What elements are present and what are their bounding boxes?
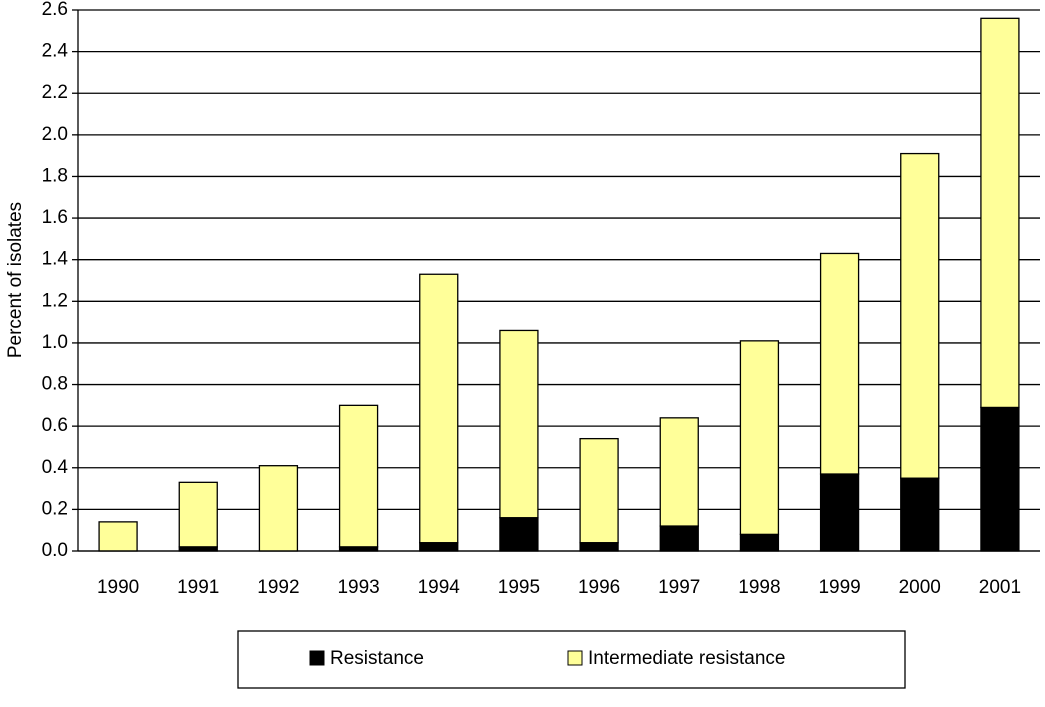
bar-segment bbox=[819, 252, 860, 475]
bar-segment bbox=[419, 542, 459, 552]
bar-segment bbox=[579, 542, 619, 552]
y-tick-label: 0.8 bbox=[42, 374, 68, 395]
bar-segment bbox=[98, 521, 138, 552]
legend-swatch bbox=[567, 650, 583, 666]
bar-segment bbox=[499, 517, 539, 552]
y-tick-label: 0.2 bbox=[42, 498, 68, 519]
x-tick-label: 1991 bbox=[177, 577, 219, 598]
bar-segment bbox=[499, 329, 539, 519]
x-tick-label: 2000 bbox=[899, 577, 941, 598]
bar-segment bbox=[980, 17, 1020, 409]
x-tick-label: 1994 bbox=[418, 577, 461, 598]
legend-swatch bbox=[309, 650, 325, 666]
y-tick-label: 1.2 bbox=[42, 290, 68, 311]
x-tick-label: 1990 bbox=[97, 577, 139, 598]
x-tick-label: 1995 bbox=[498, 577, 540, 598]
bar-segment bbox=[659, 417, 699, 527]
y-tick-label: 0.0 bbox=[42, 540, 68, 561]
x-tick-label: 1999 bbox=[818, 577, 860, 598]
x-tick-label: 1996 bbox=[578, 577, 620, 598]
bar-segment bbox=[739, 533, 780, 552]
x-tick-label: 1998 bbox=[738, 577, 780, 598]
bar-segment bbox=[980, 406, 1020, 552]
bar-segment bbox=[819, 473, 860, 552]
bar-segment bbox=[659, 525, 699, 552]
bar-segment bbox=[419, 273, 459, 544]
bar-segment bbox=[338, 404, 379, 548]
y-tick-label: 2.2 bbox=[42, 82, 68, 103]
y-tick-label: 2.4 bbox=[42, 41, 69, 62]
y-tick-label: 1.8 bbox=[42, 165, 68, 186]
x-tick-label: 1992 bbox=[257, 577, 299, 598]
x-tick-label: 1997 bbox=[658, 577, 700, 598]
bar-segment bbox=[739, 340, 780, 536]
y-axis-label: Percent of isolates bbox=[5, 202, 26, 358]
y-tick-label: 1.0 bbox=[42, 332, 68, 353]
x-tick-label: 1993 bbox=[337, 577, 379, 598]
legend-label: Intermediate resistance bbox=[588, 648, 786, 669]
y-tick-label: 0.4 bbox=[42, 457, 69, 478]
legend-label: Resistance bbox=[330, 648, 424, 669]
bar-segment bbox=[579, 437, 619, 544]
bar-segment bbox=[258, 465, 299, 552]
bar-segment bbox=[900, 477, 940, 552]
y-tick-label: 1.4 bbox=[42, 249, 69, 270]
y-tick-label: 2.0 bbox=[42, 124, 68, 145]
y-tick-label: 1.6 bbox=[42, 207, 68, 228]
y-tick-label: 2.6 bbox=[42, 0, 68, 20]
x-tick-label: 2001 bbox=[979, 577, 1021, 598]
y-tick-label: 0.6 bbox=[42, 415, 68, 436]
bar-segment bbox=[900, 152, 940, 479]
bar-segment bbox=[178, 481, 218, 548]
